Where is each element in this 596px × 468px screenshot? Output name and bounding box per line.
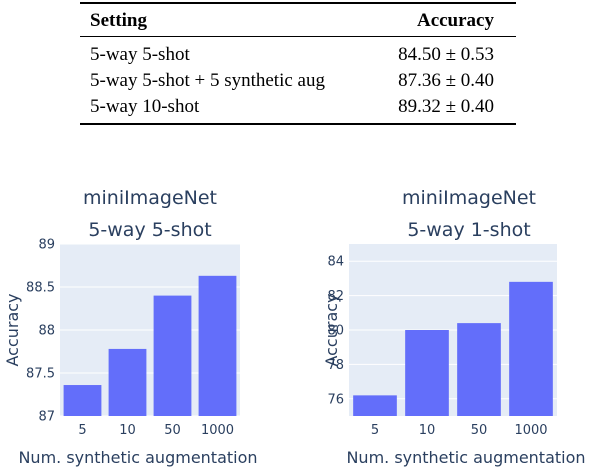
row-accuracy: 89.32 ± 0.40 xyxy=(398,96,494,117)
bar-1000 xyxy=(509,281,553,416)
y-axis-label: Accuracy xyxy=(3,293,22,366)
results-table: Setting Accuracy 5-way 5-shot 84.50 ± 0.… xyxy=(80,2,516,125)
y-tick-label: 76 xyxy=(327,392,344,407)
y-tick-label: 88.5 xyxy=(26,281,55,296)
y-tick-label: 89 xyxy=(38,238,55,253)
y-tick-label: 80 xyxy=(327,324,344,339)
bar-5 xyxy=(353,395,397,416)
row-setting: 5-way 5-shot xyxy=(90,44,190,65)
bar-10 xyxy=(108,348,147,416)
chart-title-line-2: 5-way 5-shot xyxy=(88,219,211,241)
row-accuracy: 87.36 ± 0.40 xyxy=(398,70,494,91)
chart-title-line-1: miniImageNet xyxy=(83,187,217,209)
chart-2: 76 78 80 82 84 5 10 50 1000 miniImageNet 5-way 1-s… xyxy=(322,187,586,467)
header-accuracy: Accuracy xyxy=(416,10,494,31)
x-tick-label: 50 xyxy=(471,423,488,438)
y-tick-label: 82 xyxy=(327,289,344,304)
y-axis-label: Accuracy xyxy=(322,293,341,366)
bar-1000 xyxy=(198,275,237,416)
chart-title-line-2: 5-way 1-shot xyxy=(407,219,530,241)
chart-title-line-1: miniImageNet xyxy=(402,187,536,209)
x-tick-label: 5 xyxy=(371,423,379,438)
table-row: 5-way 10-shot 89.32 ± 0.40 xyxy=(80,94,516,124)
table-row: 5-way 5-shot + 5 synthetic aug 87.36 ± 0… xyxy=(80,68,516,94)
x-tick-label: 1000 xyxy=(514,423,547,438)
bar-10 xyxy=(405,330,449,416)
y-tick-label: 84 xyxy=(327,255,344,270)
row-accuracy: 84.50 ± 0.53 xyxy=(398,44,494,65)
bar-5 xyxy=(63,385,102,416)
row-setting: 5-way 5-shot + 5 synthetic aug xyxy=(90,70,325,91)
x-tick-label: 1000 xyxy=(201,423,234,438)
y-tick-label: 88 xyxy=(38,324,55,339)
y-tick-label: 87.5 xyxy=(26,367,55,382)
x-tick-label: 5 xyxy=(78,423,86,438)
y-tick-label: 87 xyxy=(38,410,55,425)
header-setting: Setting xyxy=(90,10,147,31)
table-header-row: Setting Accuracy xyxy=(80,3,516,37)
results-table-container: Setting Accuracy 5-way 5-shot 84.50 ± 0.… xyxy=(80,2,516,125)
x-tick-label: 10 xyxy=(119,423,136,438)
row-setting: 5-way 10-shot xyxy=(90,96,200,117)
table-row: 5-way 5-shot 84.50 ± 0.53 xyxy=(80,37,516,69)
x-tick-label: 10 xyxy=(419,423,436,438)
bar-50 xyxy=(153,295,192,416)
chart-1: 87 87.5 88 88.5 89 5 10 50 1000 miniImageNet 5-way… xyxy=(3,187,258,467)
bar-50 xyxy=(457,323,501,416)
x-axis-label: Num. synthetic augmentation xyxy=(18,448,257,467)
y-tick-label: 78 xyxy=(327,358,344,373)
x-axis-label: Num. synthetic augmentation xyxy=(346,448,585,467)
x-tick-label: 50 xyxy=(164,423,181,438)
